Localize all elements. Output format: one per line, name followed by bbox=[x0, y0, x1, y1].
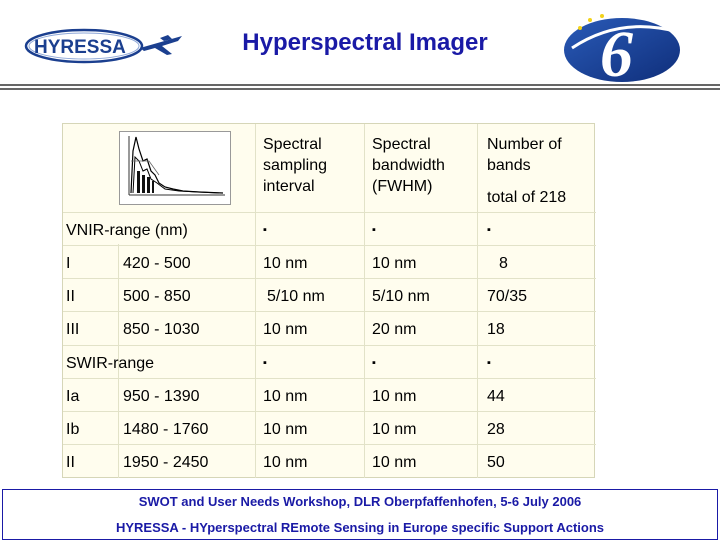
grid-line bbox=[63, 212, 596, 213]
footer-banner: SWOT and User Needs Workshop, DLR Oberpf… bbox=[2, 489, 718, 540]
section-marker: ▪ bbox=[487, 357, 491, 369]
row-id: III bbox=[66, 321, 80, 338]
row-range: 850 - 1030 bbox=[123, 321, 200, 338]
grid-line bbox=[63, 278, 596, 279]
row-bandwidth: 10 nm bbox=[372, 255, 417, 272]
row-bandwidth: 10 nm bbox=[372, 388, 417, 405]
footer-workshop-line: SWOT and User Needs Workshop, DLR Oberpf… bbox=[138, 494, 582, 509]
row-bandwidth: 10 nm bbox=[372, 421, 417, 438]
row-sampling: 10 nm bbox=[263, 255, 308, 272]
grid-line bbox=[63, 311, 596, 312]
grid-line bbox=[63, 444, 596, 445]
section-marker: ▪ bbox=[487, 224, 491, 236]
column-header-sampling: Spectral sampling interval bbox=[263, 136, 328, 195]
grid-line bbox=[63, 345, 596, 346]
row-id: Ib bbox=[66, 421, 80, 438]
row-range: 1950 - 2450 bbox=[123, 454, 209, 471]
section-marker: ▪ bbox=[372, 357, 376, 369]
row-bands: 50 bbox=[487, 454, 505, 471]
section-marker: ▪ bbox=[263, 224, 267, 236]
grid-line bbox=[63, 245, 596, 246]
row-bands: 18 bbox=[487, 321, 505, 338]
row-range: 500 - 850 bbox=[123, 288, 191, 305]
airplane-icon bbox=[140, 35, 182, 55]
row-sampling: 10 nm bbox=[263, 421, 308, 438]
grid-line bbox=[477, 124, 478, 478]
footer-project-line: HYRESSA - HYperspectral REmote Sensing i… bbox=[115, 520, 605, 535]
row-sampling: 10 nm bbox=[263, 321, 308, 338]
spectral-table: Spectral sampling interval Spectral band… bbox=[62, 123, 596, 478]
row-bands: 70/35 bbox=[487, 288, 528, 305]
page-title: Hyperspectral Imager bbox=[242, 29, 488, 56]
row-bands: 8 bbox=[499, 255, 508, 272]
row-id: Ia bbox=[66, 388, 80, 405]
fp6-logo: 6 bbox=[560, 8, 690, 91]
row-range: 950 - 1390 bbox=[123, 388, 200, 405]
row-id: II bbox=[66, 288, 75, 305]
spectrum-thumbnail bbox=[119, 131, 231, 205]
row-bandwidth: 20 nm bbox=[372, 321, 417, 338]
grid-line bbox=[364, 124, 365, 478]
row-range: 420 - 500 bbox=[123, 255, 191, 272]
row-bandwidth: 5/10 nm bbox=[372, 288, 430, 305]
row-id: II bbox=[66, 454, 75, 471]
row-id: I bbox=[66, 255, 71, 272]
row-range: 1480 - 1760 bbox=[123, 421, 209, 438]
row-bandwidth: 10 nm bbox=[372, 454, 417, 471]
column-header-bands-total: total of 218 bbox=[487, 189, 567, 206]
row-bands: 44 bbox=[487, 388, 505, 405]
grid-line bbox=[118, 244, 119, 478]
header-divider bbox=[0, 84, 720, 91]
section-label-vnir: VNIR-range (nm) bbox=[66, 222, 188, 239]
row-sampling: 10 nm bbox=[263, 388, 308, 405]
column-header-bandwidth: Spectral bandwidth (FWHM) bbox=[372, 136, 445, 195]
row-bands: 28 bbox=[487, 421, 505, 438]
grid-line bbox=[255, 124, 256, 478]
star-icon bbox=[578, 14, 604, 30]
column-header-bands: Number of bands bbox=[487, 136, 562, 174]
row-sampling: 5/10 nm bbox=[267, 288, 325, 305]
grid-line bbox=[63, 411, 596, 412]
hyressa-logo: HYRESSA bbox=[22, 24, 187, 68]
row-sampling: 10 nm bbox=[263, 454, 308, 471]
grid-line bbox=[63, 378, 596, 379]
section-marker: ▪ bbox=[263, 357, 267, 369]
section-marker: ▪ bbox=[372, 224, 376, 236]
logo-six-glyph: 6 bbox=[600, 18, 633, 86]
section-label-swir: SWIR-range bbox=[66, 355, 155, 372]
logo-wordmark: HYRESSA bbox=[34, 37, 126, 58]
